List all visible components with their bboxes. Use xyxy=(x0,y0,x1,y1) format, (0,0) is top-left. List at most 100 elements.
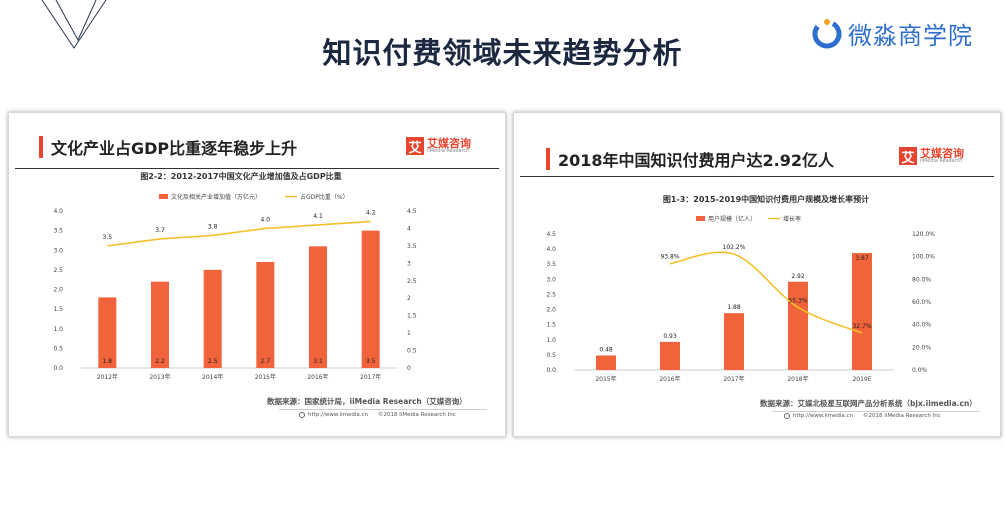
accent-bar xyxy=(39,136,43,158)
y-left-tick-label: 2.0 xyxy=(53,287,63,294)
bar xyxy=(852,253,872,370)
x-tick-label: 2017年 xyxy=(360,373,381,381)
y-right-tick-label: 2.5 xyxy=(407,278,417,285)
y-right-tick-label: 4.5 xyxy=(407,208,417,215)
x-tick-label: 2016年 xyxy=(659,375,680,383)
bar xyxy=(309,246,327,368)
line-data-label: 102.2% xyxy=(723,244,746,251)
decorative-lines xyxy=(41,0,107,49)
chart-cultural-industry: 图2-2：2012-2017中国文化产业增加值及占GDP比重文化及相关产业增加值… xyxy=(53,171,417,381)
y-right-tick-label: 120.0% xyxy=(912,231,935,238)
bar-data-label: 2.7 xyxy=(261,358,271,365)
website-link[interactable]: http://www.iimedia.cn xyxy=(308,412,369,418)
accent-bar xyxy=(546,148,550,170)
x-tick-label: 2019E xyxy=(852,376,871,383)
x-tick-label: 2014年 xyxy=(202,373,223,381)
series-line xyxy=(669,251,863,334)
bar xyxy=(596,355,616,370)
line-data-label: 4.1 xyxy=(313,213,323,220)
bar-data-label: 0.93 xyxy=(663,333,677,340)
line-data-label: 93.8% xyxy=(660,254,679,261)
chart-panel-cultural-industry: 文化产业占GDP比重逐年稳步上升 艾 艾媒咨询 iiMedia Research… xyxy=(8,112,506,437)
bar xyxy=(151,281,169,368)
x-tick-label: 2015年 xyxy=(595,375,616,383)
line-data-label: 4.0 xyxy=(261,216,271,223)
page-title: 知识付费领域未来趋势分析 xyxy=(322,36,683,70)
iimedia-logo-en: iiMedia Research xyxy=(920,158,963,164)
data-source: 数据来源：艾媒北极星互联网产品分析系统（bjx.iimedia.cn） xyxy=(760,399,977,408)
bar xyxy=(660,341,680,370)
line-data-label: 3.7 xyxy=(155,227,165,234)
legend-label-bar: 文化及相关产业增加值（万亿元） xyxy=(171,193,261,201)
chart-panel-knowledge-users: 2018年中国知识付费用户达2.92亿人 艾 艾媒咨询 iiMedia Rese… xyxy=(513,112,1001,437)
iimedia-logo-en: iiMedia Research xyxy=(427,148,470,154)
y-left-tick-label: 0.0 xyxy=(546,367,556,374)
y-left-tick-label: 1.5 xyxy=(53,306,63,313)
data-source: 数据来源：国家统计局，iiMedia Research（艾媒咨询） xyxy=(267,397,467,406)
y-right-tick-label: 80.0% xyxy=(912,276,931,283)
y-left-tick-label: 1.5 xyxy=(546,322,556,329)
y-right-tick-label: 3.5 xyxy=(407,243,417,250)
x-tick-label: 2013年 xyxy=(149,373,170,381)
panel-header: 文化产业占GDP比重逐年稳步上升 xyxy=(39,135,297,159)
y-right-tick-label: 4 xyxy=(407,225,411,232)
y-right-tick-label: 3 xyxy=(407,260,411,267)
bar-data-label: 2.2 xyxy=(155,358,165,365)
y-left-tick-label: 3.0 xyxy=(53,247,63,254)
iimedia-logo-cn: 艾媒咨询 xyxy=(427,137,471,150)
series-line xyxy=(107,220,371,247)
line-data-label: 55.3% xyxy=(788,297,807,304)
line-data-label: 3.8 xyxy=(208,223,218,230)
bar-data-label: 3.5 xyxy=(366,358,376,365)
footer-rule xyxy=(772,411,980,412)
footer-web: http://www.iimedia.cn ©2018 iiMedia Rese… xyxy=(299,412,456,418)
iimedia-logo-mark: 艾 xyxy=(899,147,917,166)
y-left-tick-label: 1.0 xyxy=(546,337,556,344)
y-left-tick-label: 3.5 xyxy=(546,261,556,268)
legend-label-bar: 用户规模（亿人） xyxy=(708,215,756,223)
bar xyxy=(98,297,117,368)
y-left-tick-label: 0.5 xyxy=(53,345,63,352)
globe-icon xyxy=(784,413,790,419)
chart-title: 图2-2：2012-2017中国文化产业增加值及占GDP比重 xyxy=(140,171,341,181)
brand-name: 微淼商学院 xyxy=(848,22,973,50)
y-left-tick-label: 4.0 xyxy=(546,246,556,253)
y-right-tick-label: 1.5 xyxy=(407,313,417,320)
header-divider xyxy=(15,168,499,169)
y-right-tick-label: 40.0% xyxy=(912,322,931,329)
legend-swatch-bar xyxy=(696,216,705,221)
y-right-tick-label: 100.0% xyxy=(912,254,935,261)
panel-heading: 文化产业占GDP比重逐年稳步上升 xyxy=(51,139,298,158)
legend-label-line: 占GDP比重（%） xyxy=(300,193,349,201)
y-right-tick-label: 0.0% xyxy=(912,367,928,374)
line-data-label: 32.7% xyxy=(852,323,871,330)
y-right-tick-label: 2 xyxy=(407,295,411,302)
y-left-tick-label: 3.5 xyxy=(53,228,63,235)
bar-data-label: 3.1 xyxy=(313,358,323,365)
bar-data-label: 0.48 xyxy=(599,346,613,353)
iimedia-logo: 艾 艾媒咨询 iiMedia Research xyxy=(406,137,471,156)
footer-web: http://www.iimedia.cn ©2018 iiMedia Rese… xyxy=(784,413,941,419)
bar-data-label: 1.88 xyxy=(727,304,741,311)
copyright: ©2018 iiMedia Research Inc xyxy=(863,413,941,419)
x-tick-label: 2015年 xyxy=(255,373,276,381)
iimedia-logo-mark: 艾 xyxy=(406,137,424,156)
panel-header: 2018年中国知识付费用户达2.92亿人 xyxy=(546,147,834,171)
y-left-tick-label: 2.5 xyxy=(53,267,63,274)
bar-data-label: 2.92 xyxy=(791,273,805,280)
iimedia-logo: 艾 艾媒咨询 iiMedia Research xyxy=(899,147,964,166)
website-link[interactable]: http://www.iimedia.cn xyxy=(793,413,854,419)
header-divider xyxy=(520,176,994,177)
brand-icon xyxy=(812,18,842,48)
bar-data-label: 1.8 xyxy=(103,358,113,365)
y-right-tick-label: 20.0% xyxy=(912,344,931,351)
y-left-tick-label: 4.0 xyxy=(53,208,63,215)
y-left-tick-label: 3.0 xyxy=(546,276,556,283)
y-right-tick-label: 0 xyxy=(407,365,411,372)
globe-icon xyxy=(299,412,305,418)
y-left-tick-label: 0.0 xyxy=(53,365,63,372)
bar xyxy=(788,281,808,370)
legend-label-line: 增长率 xyxy=(783,215,801,223)
x-tick-label: 2016年 xyxy=(307,373,328,381)
line-data-label: 4.2 xyxy=(366,209,376,216)
